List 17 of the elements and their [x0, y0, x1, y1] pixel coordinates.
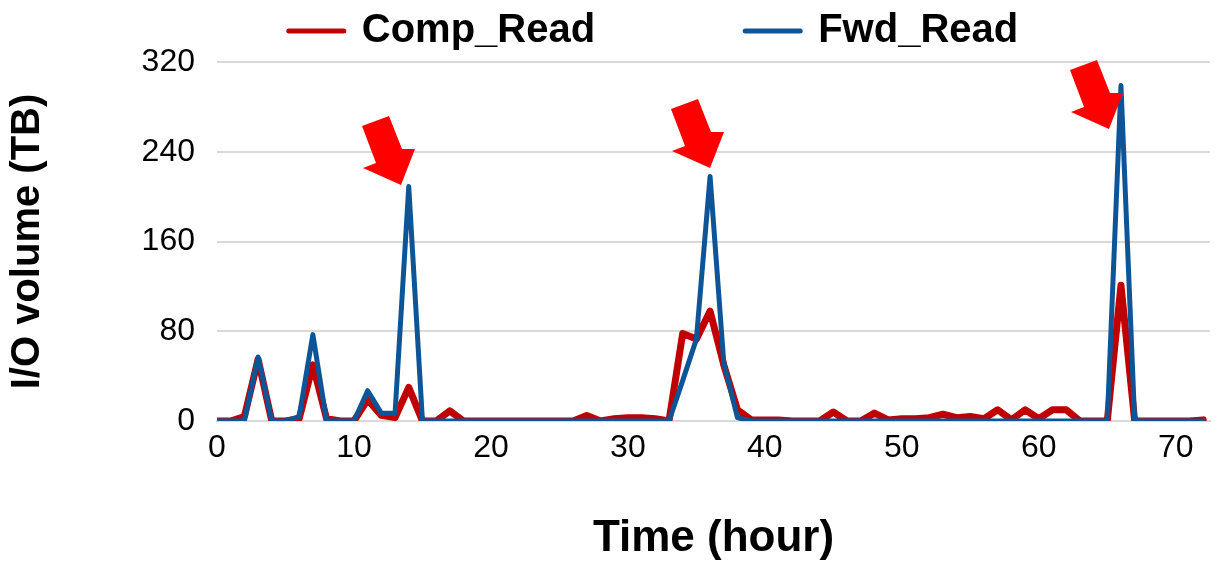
y-tick-label: 160: [141, 221, 195, 258]
x-tick-label: 20: [473, 428, 509, 465]
x-tick-label: 50: [884, 428, 920, 465]
x-tick-label: 60: [1021, 428, 1057, 465]
x-axis-title: Time (hour): [592, 510, 835, 560]
y-tick-label: 80: [159, 311, 195, 348]
x-tick-label: 0: [208, 428, 226, 465]
x-tick-label: 40: [747, 428, 783, 465]
y-tick-label: 240: [141, 131, 195, 168]
x-tick-label: 70: [1157, 428, 1194, 465]
y-tick-label: 0: [177, 400, 195, 437]
x-tick-label: 30: [610, 428, 646, 465]
legend-label: Fwd_Read: [818, 6, 1019, 51]
y-axis-title: I/O volume (TB): [3, 93, 48, 390]
legend-label: Comp_Read: [361, 6, 596, 51]
x-tick-label: 10: [336, 428, 372, 465]
y-tick-label: 320: [141, 41, 195, 78]
